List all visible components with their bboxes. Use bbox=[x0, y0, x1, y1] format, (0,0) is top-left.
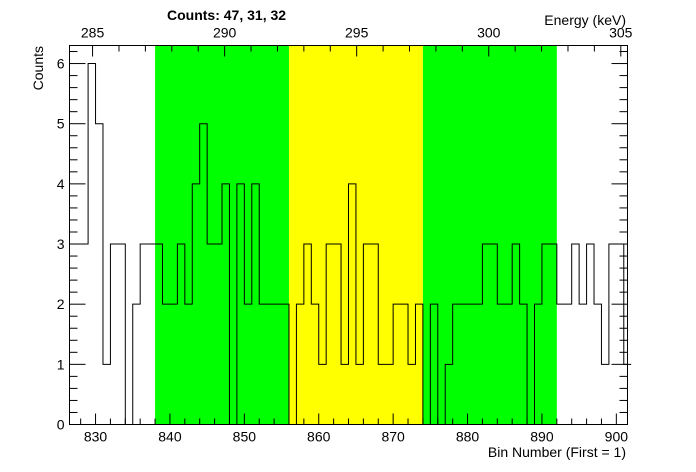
x-tick-label: 900 bbox=[605, 429, 629, 445]
x-tick-label: 850 bbox=[233, 429, 257, 445]
axis-ticks bbox=[69, 45, 628, 425]
y-axis-label: Counts bbox=[30, 46, 46, 90]
region-band-2 bbox=[422, 45, 557, 425]
energy-tick-label: 305 bbox=[609, 25, 633, 41]
chart-title: Counts: 47, 31, 32 bbox=[167, 7, 286, 23]
y-tick-label: 6 bbox=[57, 56, 65, 72]
x-tick-label: 890 bbox=[530, 429, 554, 445]
energy-tick-label: 290 bbox=[213, 25, 237, 41]
x-tick-label: 860 bbox=[307, 429, 331, 445]
x-tick-label: 840 bbox=[158, 429, 182, 445]
y-tick-label: 1 bbox=[57, 356, 65, 372]
tick-labels: 830 840 850 860 870 880 890 900 0 1 2 3 4 5 6 285 290 295… bbox=[57, 25, 633, 445]
y-tick-label: 5 bbox=[57, 116, 65, 132]
energy-tick-label: 300 bbox=[477, 25, 501, 41]
y-tick-label: 4 bbox=[57, 176, 65, 192]
energy-axis-label: Energy (keV) bbox=[544, 12, 626, 28]
x-tick-label: 880 bbox=[456, 429, 480, 445]
energy-tick-label: 295 bbox=[345, 25, 369, 41]
x-axis-label: Bin Number (First = 1) bbox=[488, 444, 626, 460]
x-tick-label: 830 bbox=[84, 429, 108, 445]
energy-tick-label: 285 bbox=[81, 25, 105, 41]
x-tick-label: 870 bbox=[381, 429, 405, 445]
y-tick-label: 2 bbox=[57, 296, 65, 312]
y-tick-label: 0 bbox=[57, 417, 65, 433]
y-tick-label: 3 bbox=[57, 236, 65, 252]
histogram-series-line bbox=[69, 63, 632, 425]
